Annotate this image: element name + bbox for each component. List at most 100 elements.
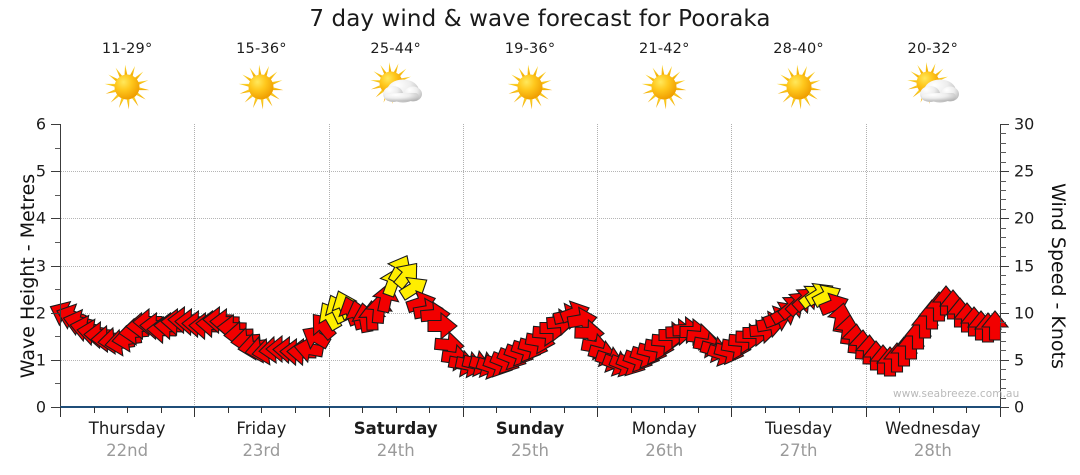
right-axis-minor-tick <box>1000 322 1006 324</box>
wind-arrow-layer <box>49 124 1010 407</box>
day-name: Friday <box>236 419 287 438</box>
right-axis-minor-tick <box>1000 208 1006 210</box>
baseline-minor-tick <box>697 407 699 413</box>
baseline-day-tick <box>1000 407 1001 417</box>
right-axis-minor-tick <box>1000 246 1006 248</box>
baseline-minor-tick <box>496 407 498 413</box>
left-axis-minor-tick <box>54 147 60 149</box>
left-tick-label: 2 <box>35 303 46 323</box>
right-axis-minor-tick <box>1000 142 1006 144</box>
left-tick-label: 1 <box>35 350 46 370</box>
right-axis-minor-tick <box>1000 152 1006 154</box>
page-title: 7 day wind & wave forecast for Pooraka <box>309 6 771 32</box>
right-axis-minor-tick <box>1000 388 1006 390</box>
left-tick-label: 5 <box>35 161 46 181</box>
right-axis-tick <box>1000 407 1009 408</box>
day-label-wednesday: Wednesday 28th <box>866 418 1000 462</box>
day-date: 23rd <box>242 441 281 460</box>
temperature-range: 19-36° <box>504 41 556 57</box>
right-axis-tick <box>1000 171 1009 173</box>
day-name: Sunday <box>495 419 565 438</box>
day-header-wednesday: 20-32° <box>866 40 1000 124</box>
left-tick-label: 0 <box>35 397 46 417</box>
right-axis-tick <box>1000 265 1009 267</box>
baseline-day-tick <box>731 407 733 417</box>
day-date: 25th <box>511 441 549 460</box>
right-tick-label: 15 <box>1014 256 1035 275</box>
left-axis-line <box>60 124 61 407</box>
partly-cloudy-icon <box>365 62 427 112</box>
baseline-day-tick <box>462 407 464 417</box>
day-date: 26th <box>645 441 684 460</box>
right-axis-minor-tick <box>1000 237 1006 239</box>
right-axis-minor-tick <box>1000 133 1006 135</box>
day-label-thursday: Thursday 22nd <box>60 418 194 462</box>
right-axis-minor-tick <box>1000 256 1006 258</box>
right-axis-minor-tick <box>1000 369 1006 371</box>
right-tick-label: 0 <box>1014 397 1025 417</box>
right-axis-minor-tick <box>1000 190 1006 192</box>
day-name: Thursday <box>88 419 166 438</box>
left-axis-minor-tick <box>54 194 60 196</box>
sunny-icon <box>230 62 292 112</box>
baseline-day-tick <box>597 407 599 417</box>
baseline-minor-tick <box>630 407 632 413</box>
right-tick-label: 20 <box>1014 208 1035 228</box>
sunny-icon <box>96 62 158 112</box>
sunny-icon <box>499 62 561 112</box>
temperature-range: 20-32° <box>907 41 959 57</box>
right-axis-minor-tick <box>1000 227 1006 229</box>
right-tick-label: 5 <box>1014 350 1025 370</box>
plot-area <box>49 124 1010 407</box>
day-label-sunday: Sunday 25th <box>463 418 597 462</box>
left-axis-minor-tick <box>54 289 60 291</box>
right-tick-label: 30 <box>1014 114 1035 134</box>
left-axis-minor-tick <box>54 241 60 243</box>
baseline-minor-tick <box>295 407 296 413</box>
temperature-range: 21-42° <box>638 41 690 57</box>
day-header-sunday: 19-36° <box>463 40 597 124</box>
day-date: 27th <box>779 441 818 460</box>
temperature-range: 11-29° <box>101 41 153 57</box>
baseline-minor-tick <box>932 407 934 413</box>
wind-arrow <box>425 309 459 343</box>
horizontal-gridline <box>60 312 1000 314</box>
left-axis-title: Wave Height - Metres <box>17 173 39 379</box>
day-label-tuesday: Tuesday 27th <box>731 418 865 462</box>
temperature-range: 25-44° <box>370 41 421 57</box>
sunny-icon <box>768 62 830 112</box>
baseline-minor-tick <box>832 407 834 413</box>
day-label-monday: Monday 26th <box>597 418 731 462</box>
sunny-icon <box>633 62 695 112</box>
right-tick-label: 25 <box>1014 161 1035 181</box>
right-axis-tick <box>1000 312 1009 314</box>
right-axis-minor-tick <box>1000 378 1006 380</box>
left-axis-minor-tick <box>54 336 60 338</box>
baseline-minor-tick <box>227 407 229 413</box>
baseline-day-tick <box>194 407 196 417</box>
day-name: Tuesday <box>764 419 833 438</box>
right-axis-minor-tick <box>1000 331 1006 333</box>
baseline-minor-tick <box>899 407 901 413</box>
left-axis-tick <box>51 218 60 220</box>
left-tick-label: 4 <box>35 208 46 228</box>
right-axis-tick <box>1000 124 1009 125</box>
day-name: Saturday <box>353 419 438 438</box>
day-label-saturday: Saturday 24th <box>329 418 463 462</box>
baseline-day-tick <box>865 407 867 417</box>
right-axis-minor-tick <box>1000 350 1006 352</box>
horizontal-gridline <box>60 265 1000 267</box>
baseline-minor-tick <box>160 407 162 413</box>
temperature-range: 15-36° <box>236 41 287 57</box>
left-axis-tick <box>51 407 60 408</box>
baseline-minor-tick <box>530 407 531 413</box>
day-name: Monday <box>631 419 697 438</box>
left-axis-tick <box>51 171 60 173</box>
right-axis-minor-tick <box>1000 199 1006 201</box>
baseline-day-tick <box>328 407 330 417</box>
watermark: www.seabreeze.com.au <box>893 388 1020 400</box>
day-date: 24th <box>376 441 415 460</box>
baseline-day-tick <box>60 407 61 417</box>
right-axis-minor-tick <box>1000 274 1006 276</box>
